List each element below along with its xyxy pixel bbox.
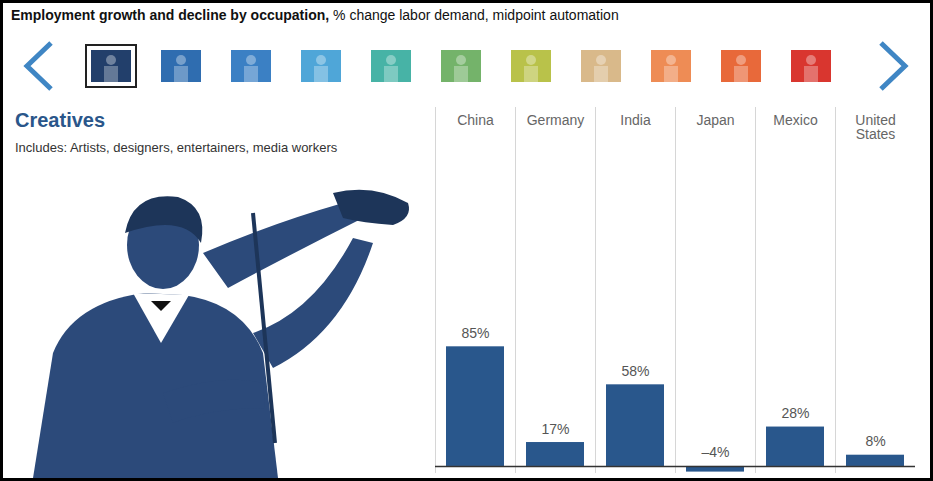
svg-text:28%: 28% [781, 405, 809, 421]
html-text:Creatives: Creatives [15, 109, 106, 131]
svg-text:China: China [457, 112, 494, 128]
svg-text:–4%: –4% [701, 444, 729, 460]
svg-text:Germany: Germany [527, 112, 585, 128]
svg-text:Mexico: Mexico [773, 112, 818, 128]
svg-text:India: India [620, 112, 651, 128]
svg-text:8%: 8% [865, 433, 885, 449]
svg-text:UnitedStates: UnitedStates [855, 112, 895, 142]
html-text:Employment growth and decline: Employment growth and decline by occupat… [11, 7, 619, 23]
svg-text:58%: 58% [621, 363, 649, 379]
svg-text:85%: 85% [461, 325, 489, 341]
svg-text:17%: 17% [541, 421, 569, 437]
svg-text:Japan: Japan [696, 112, 734, 128]
html-text:Includes: Artists, designers,: Includes: Artists, designers, entertaine… [15, 140, 338, 155]
